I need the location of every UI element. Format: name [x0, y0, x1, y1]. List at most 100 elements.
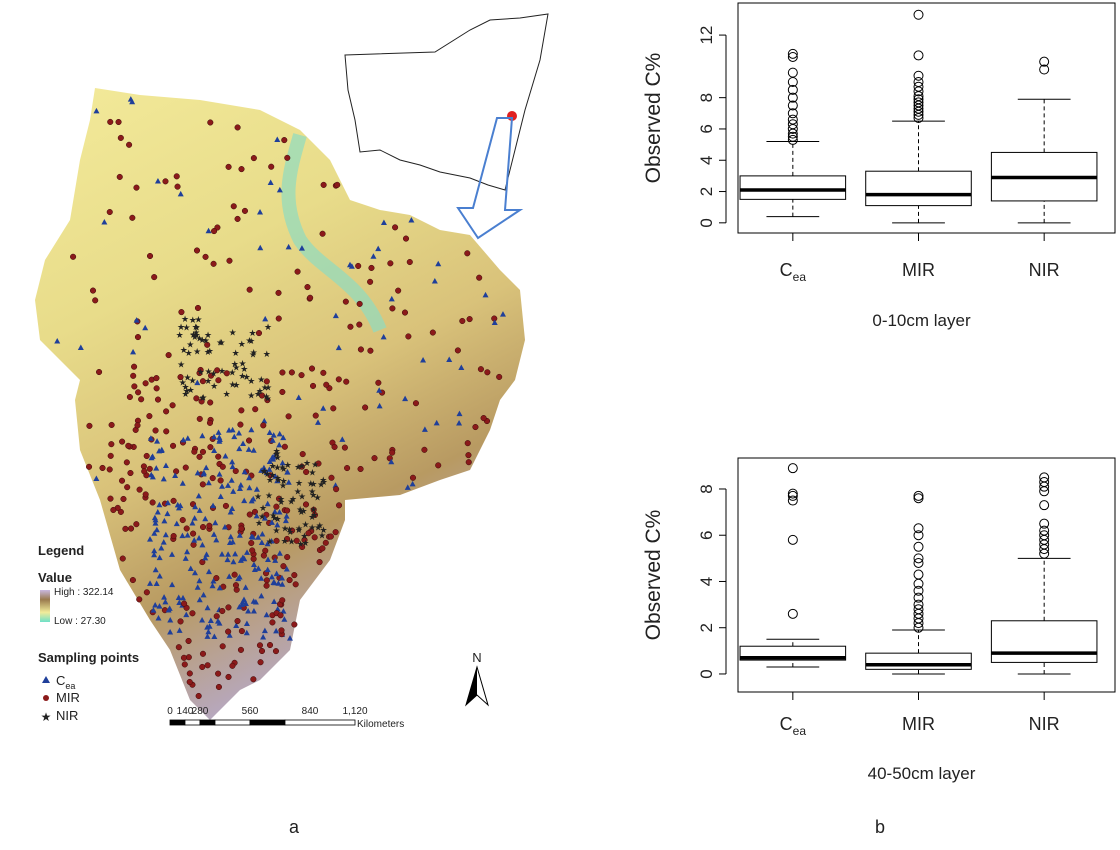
sample-point — [284, 508, 290, 514]
sample-point — [137, 487, 143, 493]
sample-point — [292, 622, 298, 628]
sample-point — [134, 185, 140, 191]
sample-point — [242, 208, 248, 214]
label-text: C — [780, 260, 793, 280]
sample-point: ★ — [310, 504, 318, 514]
sample-point — [211, 261, 217, 267]
sample-point — [223, 503, 229, 509]
sample-point — [403, 236, 409, 242]
panel-label: b — [875, 817, 885, 837]
sample-point — [496, 374, 502, 380]
sample-point — [200, 524, 206, 530]
y-tick-label: 6 — [697, 530, 716, 539]
sample-point: ★ — [262, 392, 270, 402]
sample-point — [305, 284, 311, 290]
sample-point — [86, 464, 92, 470]
legend-low: Low : 27.30 — [54, 616, 106, 627]
sample-point — [119, 478, 125, 484]
sample-point — [320, 231, 326, 237]
sample-point: ★ — [294, 487, 302, 497]
sample-point — [197, 416, 203, 422]
sample-point — [127, 394, 133, 400]
sample-point — [124, 484, 130, 490]
outlier — [788, 609, 797, 618]
sample-point — [292, 572, 298, 578]
sample-point — [430, 330, 436, 336]
sample-point — [252, 406, 258, 412]
sample-point — [336, 377, 342, 383]
sample-point — [410, 475, 416, 481]
label-text: MIR — [902, 714, 935, 734]
sample-point — [216, 684, 222, 690]
sample-point — [267, 642, 273, 648]
sample-point — [190, 531, 196, 537]
sample-point: ★ — [254, 389, 262, 399]
sample-point — [107, 467, 113, 473]
sample-point — [473, 424, 479, 430]
sample-point — [284, 554, 290, 560]
sample-point — [281, 563, 287, 569]
sample-point — [120, 556, 126, 562]
sample-point — [200, 449, 206, 455]
sample-point — [367, 279, 373, 285]
sampling-title: Sampling points — [38, 650, 139, 665]
sample-point — [108, 496, 114, 502]
sample-point — [289, 370, 295, 376]
sample-point — [143, 380, 149, 386]
sample-point: ★ — [257, 375, 265, 385]
sample-point — [274, 538, 280, 544]
sample-point — [128, 526, 134, 532]
sample-point — [163, 409, 169, 415]
scale-label: 0 — [167, 706, 173, 717]
sample-point — [163, 429, 169, 435]
sample-point — [135, 334, 141, 340]
sample-point — [413, 400, 419, 406]
sample-point — [218, 478, 224, 484]
sample-point — [147, 466, 153, 472]
sample-point — [191, 542, 197, 548]
x-tick-label: Cea — [780, 260, 807, 284]
sample-point — [87, 423, 93, 429]
sample-point: ★ — [177, 322, 185, 332]
sample-point — [279, 628, 285, 634]
sample-point — [239, 628, 245, 634]
sample-point — [362, 405, 368, 411]
sample-point — [355, 263, 361, 269]
sample-point — [225, 629, 231, 635]
sample-point — [422, 447, 428, 453]
sample-point — [111, 507, 117, 513]
outlier — [788, 535, 797, 544]
sample-point — [232, 572, 238, 578]
sample-point: ★ — [301, 538, 309, 548]
y-tick-label: 2 — [697, 187, 716, 196]
outlier — [914, 579, 923, 588]
sample-point — [231, 203, 237, 209]
sample-point: ★ — [307, 478, 315, 488]
sample-point — [183, 465, 189, 471]
sample-point — [207, 400, 213, 406]
sample-point — [118, 135, 124, 141]
label-text: NIR — [1029, 260, 1060, 280]
sample-point — [235, 216, 241, 222]
sample-point — [295, 269, 301, 275]
sample-point — [143, 492, 149, 498]
scale-bar: 01402805608401,120Kilometers — [167, 706, 404, 730]
sample-point — [249, 548, 255, 554]
sample-point — [121, 496, 127, 502]
outlier — [1040, 519, 1049, 528]
sample-point — [96, 369, 102, 375]
sample-point — [357, 322, 363, 328]
sample-point — [321, 370, 327, 376]
sample-point — [268, 164, 274, 170]
sample-point — [150, 500, 156, 506]
sample-point — [264, 583, 270, 589]
sample-point — [357, 301, 363, 307]
sample-point — [144, 453, 150, 459]
sample-point: ★ — [270, 513, 278, 523]
sample-point — [182, 662, 188, 668]
sample-point — [130, 215, 136, 221]
sample-point — [186, 638, 192, 644]
sample-point — [251, 676, 257, 682]
sample-point — [192, 449, 198, 455]
sample-point — [300, 451, 306, 457]
